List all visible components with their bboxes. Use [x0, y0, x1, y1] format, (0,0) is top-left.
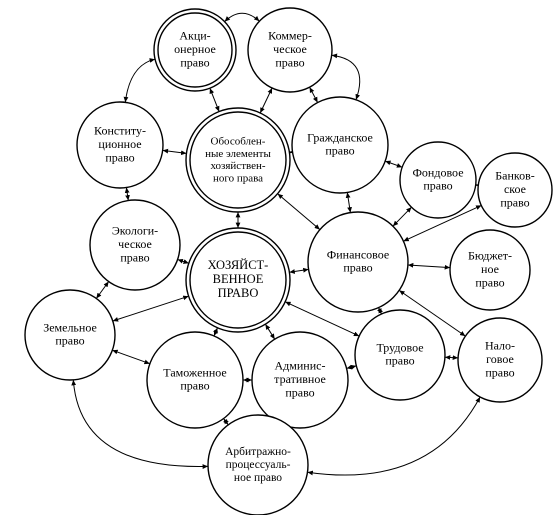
- nodes-layer: Акци-онерноеправо Коммер-ческоеправо Конст…: [25, 8, 552, 515]
- edge-n_ekolog-n_zemel: [96, 282, 108, 299]
- node-n_fond: Фондовоеправо: [400, 142, 476, 218]
- node-n_nalog: Нало-говоеправо: [458, 318, 542, 402]
- edge-n_byudzh-n_finans: [408, 265, 450, 268]
- edge-n_zemel-n_tamozh: [112, 350, 150, 364]
- node-n_finans: Финансовоеправо: [308, 212, 408, 312]
- edge-n_kommer-n_grazhd: [332, 55, 360, 99]
- edge-n_zemel-n_khoz: [113, 296, 189, 321]
- edge-n_finans-n_trud: [379, 308, 382, 314]
- node-n_grazhd: Гражданскоеправо: [292, 97, 388, 193]
- edge-n_finans-n_khoz: [289, 269, 308, 272]
- node-n_tamozh: Таможенноеправо: [147, 332, 243, 428]
- node-n_admin: Админис-тративноеправо: [252, 332, 348, 428]
- node-n_ekolog: Экологи-ческоеправо: [90, 200, 180, 290]
- node-n_aktsioner: Акци-онерноеправо: [154, 9, 236, 91]
- edge-n_grazhd-n_fond: [385, 161, 402, 167]
- edge-n_grazhd-n_finans: [347, 192, 350, 212]
- node-n_trud: Трудовоеправо: [355, 310, 445, 400]
- node-n_konstit: Конститу-ционноеправо: [77, 102, 163, 188]
- edge-n_konstit-n_obosob: [163, 150, 187, 153]
- edge-n_tamozh-n_khoz: [214, 328, 218, 336]
- node-n_kommer: Коммер-ческоеправо: [248, 8, 332, 92]
- node-n_zemel: Земельноеправо: [25, 290, 115, 380]
- edge-n_fond-n_finans: [393, 207, 412, 226]
- edge-n_obosob-n_finans: [278, 194, 320, 230]
- edge-n_aktsioner-n_obosob: [210, 88, 219, 111]
- edge-n_admin-n_trud: [347, 366, 357, 369]
- edge-n_admin-n_khoz: [265, 324, 274, 339]
- edge-n_trud-n_nalog: [445, 357, 458, 358]
- node-n_bank: Банков-скоеправо: [478, 153, 552, 227]
- node-n_arbitr: Арбитражно-процессуаль-ное право: [208, 415, 308, 515]
- node-label: Обособлен-ные элементыхозяйствен-ного пр…: [205, 135, 271, 184]
- node-n_obosob: Обособлен-ные элементыхозяйствен-ного пр…: [186, 108, 290, 212]
- node-label: Нало-говоеправо: [485, 338, 515, 379]
- node-label: Арбитражно-процессуаль-ное право: [225, 446, 291, 484]
- edge-n_kommer-n_grazhd: [310, 87, 318, 102]
- edge-n_ekolog-n_khoz: [178, 260, 189, 264]
- node-label: Акци-онерноеправо: [174, 28, 216, 69]
- edge-n_konstit-n_ekolog: [126, 188, 128, 201]
- node-n_byudzh: Бюджет-ноеправо: [450, 230, 530, 310]
- edge-n_tamozh-n_arbitr: [224, 419, 229, 425]
- edge-n_aktsioner-n_kommer: [225, 13, 260, 21]
- node-n_khoz: ХОЗЯЙСТ-ВЕННОЕПРАВО: [186, 228, 290, 332]
- edge-n_kommer-n_obosob: [260, 88, 272, 113]
- law-domain-network: Акци-онерноеправо Коммер-ческоеправо Конст…: [0, 0, 560, 515]
- edge-n_konstit-n_aktsioner: [125, 59, 155, 102]
